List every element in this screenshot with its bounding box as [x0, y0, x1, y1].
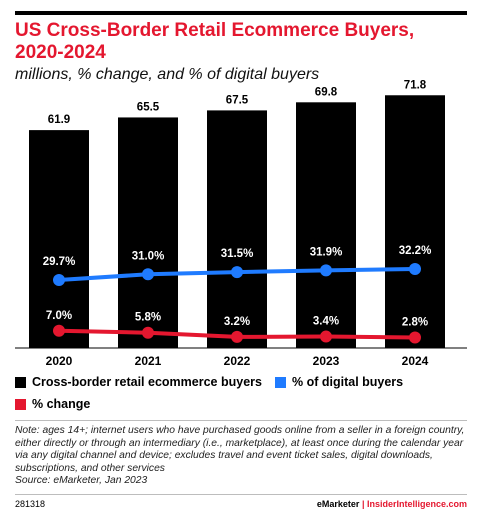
x-tick-2023: 2023: [313, 354, 340, 368]
bar-label-2024: 71.8: [404, 79, 427, 91]
point-change-2023: [320, 330, 332, 343]
bar-2022: [207, 110, 267, 349]
label-change-2023: 3.4%: [313, 316, 339, 328]
bar-2021: [118, 117, 178, 348]
point-digital-2020: [53, 274, 65, 286]
x-tick-2024: 2024: [402, 354, 429, 368]
x-tick-2020: 2020: [46, 354, 73, 368]
point-digital-2023: [320, 264, 332, 277]
legend-item-bars: Cross-border retail ecommerce buyers: [15, 375, 262, 389]
bar-2023: [296, 102, 356, 348]
legend-swatch-bars: [15, 376, 26, 388]
label-change-2024: 2.8%: [402, 317, 428, 329]
brand-separator: |: [359, 499, 367, 509]
point-change-2022: [231, 330, 243, 343]
chart-note: Note: ages 14+; internet users who have …: [15, 420, 467, 488]
note-text: Note: ages 14+; internet users who have …: [15, 425, 465, 474]
chart-id: 281318: [15, 499, 46, 509]
bar-label-2023: 69.8: [315, 86, 338, 98]
bar-label-2020: 61.9: [48, 114, 70, 126]
label-digital-2024: 32.2%: [399, 245, 432, 257]
bar-2020: [29, 130, 89, 348]
point-change-2024: [409, 331, 421, 344]
legend-swatch-change: [15, 398, 26, 410]
footer: 281318 eMarketer | InsiderIntelligence.c…: [15, 494, 467, 509]
point-digital-2022: [231, 266, 243, 279]
legend-item-digital: % of digital buyers: [275, 375, 403, 389]
legend-label-bars: Cross-border retail ecommerce buyers: [32, 375, 262, 389]
point-digital-2024: [409, 263, 421, 275]
x-tick-2022: 2022: [224, 354, 251, 368]
point-digital-2021: [142, 268, 154, 281]
x-tick-2021: 2021: [135, 354, 162, 368]
legend-label-digital: % of digital buyers: [292, 375, 404, 389]
legend-swatch-digital: [275, 376, 286, 388]
point-change-2021: [142, 326, 154, 339]
bar-2024: [385, 95, 445, 348]
bar-label-2022: 67.5: [226, 94, 249, 106]
legend-label-change: % change: [32, 397, 91, 411]
label-digital-2022: 31.5%: [221, 248, 254, 260]
legend-item-change: % change: [15, 397, 90, 411]
label-digital-2023: 31.9%: [310, 246, 343, 258]
point-change-2020: [53, 324, 65, 337]
chart-title: US Cross-Border Retail Ecommerce Buyers,…: [15, 20, 415, 63]
label-digital-2020: 29.7%: [43, 256, 76, 268]
brand-emarketer: eMarketer: [316, 499, 360, 509]
chart-subtitle: millions, % change, and % of digital buy…: [15, 66, 320, 83]
label-change-2021: 5.8%: [135, 312, 161, 324]
bar-label-2021: 65.5: [137, 101, 160, 113]
label-change-2022: 3.2%: [224, 316, 250, 328]
label-change-2020: 7.0%: [46, 310, 72, 322]
source-text: Source: eMarketer, Jan 2023: [15, 475, 148, 487]
label-digital-2021: 31.0%: [132, 250, 165, 262]
header-rule: [15, 11, 467, 15]
brand-insider: InsiderIntelligence.com: [366, 499, 467, 509]
brand: eMarketer | InsiderIntelligence.com: [317, 499, 467, 509]
